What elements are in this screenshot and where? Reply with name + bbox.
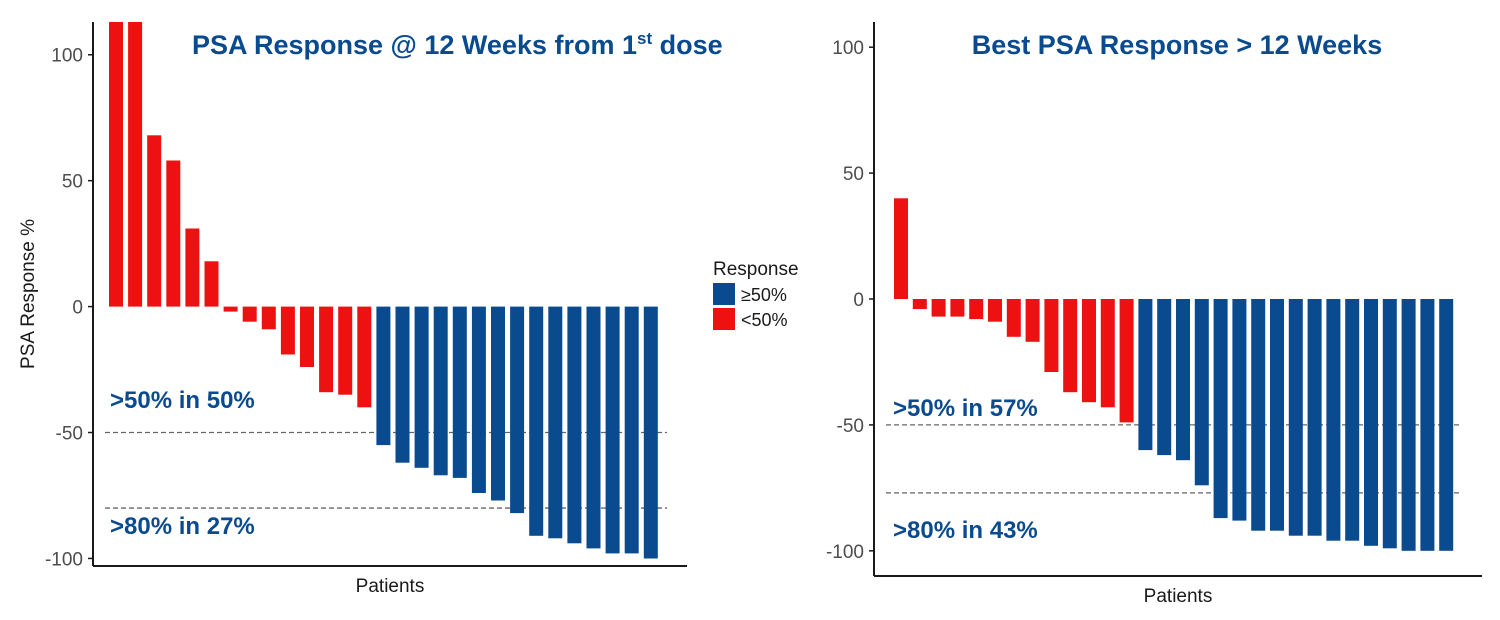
- legend-label-non-responder: <50%: [741, 310, 788, 330]
- bar: [128, 22, 143, 307]
- bar: [1157, 299, 1172, 456]
- bar: [548, 306, 563, 539]
- left-chart: 100 50 0 -50 -100 PSA Response @ 12 Weeks fr…: [18, 22, 723, 597]
- y-tick-label: 50: [843, 164, 864, 185]
- left-y-ticks: 100 50 0 -50 -100: [45, 46, 93, 570]
- bar: [1025, 299, 1040, 342]
- bar: [261, 306, 276, 330]
- bar: [1307, 299, 1322, 536]
- y-tick-label: 100: [832, 38, 864, 59]
- bar: [988, 299, 1002, 322]
- bar: [1176, 299, 1190, 461]
- bar: [491, 306, 505, 501]
- right-chart-title: Best PSA Response > 12 Weeks: [972, 30, 1382, 60]
- left-chart-title: PSA Response @ 12 Weeks from 1st dose: [192, 29, 723, 60]
- y-tick-label: 0: [853, 290, 864, 311]
- bar: [1401, 299, 1416, 551]
- bar: [357, 306, 372, 408]
- y-tick-label: -50: [56, 424, 83, 445]
- bar: [1006, 299, 1021, 337]
- bar: [280, 306, 295, 355]
- bar: [1420, 299, 1435, 551]
- right-chart: 100 50 0 -50 -100 Best PSA Response > 12 Wee…: [826, 22, 1482, 607]
- bar: [624, 306, 639, 554]
- bar: [1326, 299, 1341, 541]
- legend-label-responder: ≥50%: [741, 285, 787, 305]
- bar: [319, 306, 334, 393]
- bar: [567, 306, 582, 544]
- bar: [1082, 299, 1096, 403]
- bar: [433, 306, 448, 476]
- bar: [1251, 299, 1266, 531]
- left-y-axis-title: PSA Response %: [18, 219, 39, 369]
- bar: [185, 228, 200, 307]
- bar: [605, 306, 620, 554]
- bar: [1232, 299, 1247, 521]
- bar: [147, 135, 162, 307]
- bar: [1345, 299, 1360, 541]
- legend-swatch-responder: [713, 283, 735, 305]
- bar: [1119, 299, 1134, 423]
- left-annotation-50: >50% in 50%: [110, 387, 255, 414]
- bar: [1364, 299, 1378, 546]
- bar: [452, 306, 467, 478]
- left-annotation-80: >80% in 27%: [110, 513, 255, 540]
- y-tick-label: -100: [45, 549, 83, 570]
- y-tick-label: 0: [72, 298, 83, 319]
- bar: [376, 306, 391, 446]
- bar: [300, 306, 314, 367]
- bar: [1439, 299, 1454, 551]
- right-bars: [894, 198, 1454, 551]
- y-tick-label: 50: [62, 172, 83, 193]
- bar: [471, 306, 486, 493]
- right-annotation-50: >50% in 57%: [893, 395, 1038, 422]
- y-tick-label: -50: [837, 416, 864, 437]
- legend: Response ≥50% <50%: [713, 259, 799, 330]
- bar: [894, 198, 908, 299]
- bar: [1270, 299, 1284, 531]
- bar: [969, 299, 984, 320]
- bar: [204, 261, 219, 307]
- bar: [1213, 299, 1228, 519]
- bar: [931, 299, 946, 317]
- bar: [1100, 299, 1115, 408]
- left-x-axis-title: Patients: [356, 576, 425, 597]
- bar: [109, 22, 123, 307]
- bar: [1288, 299, 1303, 536]
- bar: [242, 306, 257, 322]
- bar: [395, 306, 410, 463]
- right-annotation-80: >80% in 43%: [893, 517, 1038, 544]
- bar: [510, 306, 525, 514]
- bar: [1063, 299, 1078, 393]
- bar: [1382, 299, 1397, 549]
- bar: [1194, 299, 1209, 486]
- bar: [338, 306, 353, 395]
- bar: [1138, 299, 1153, 451]
- y-tick-label: -100: [826, 542, 864, 563]
- bar: [414, 306, 429, 468]
- bar: [529, 306, 544, 536]
- bar: [223, 306, 238, 312]
- left-bars: [109, 22, 658, 559]
- bar: [586, 306, 601, 549]
- bar: [1044, 299, 1059, 372]
- bar: [950, 299, 965, 317]
- bar: [643, 306, 658, 559]
- y-tick-label: 100: [51, 46, 83, 67]
- bar: [166, 160, 181, 307]
- right-y-ticks: 100 50 0 -50 -100: [826, 38, 874, 563]
- right-x-axis-title: Patients: [1144, 586, 1213, 607]
- legend-swatch-non-responder: [713, 308, 735, 330]
- legend-title: Response: [713, 259, 799, 280]
- bar: [912, 299, 927, 310]
